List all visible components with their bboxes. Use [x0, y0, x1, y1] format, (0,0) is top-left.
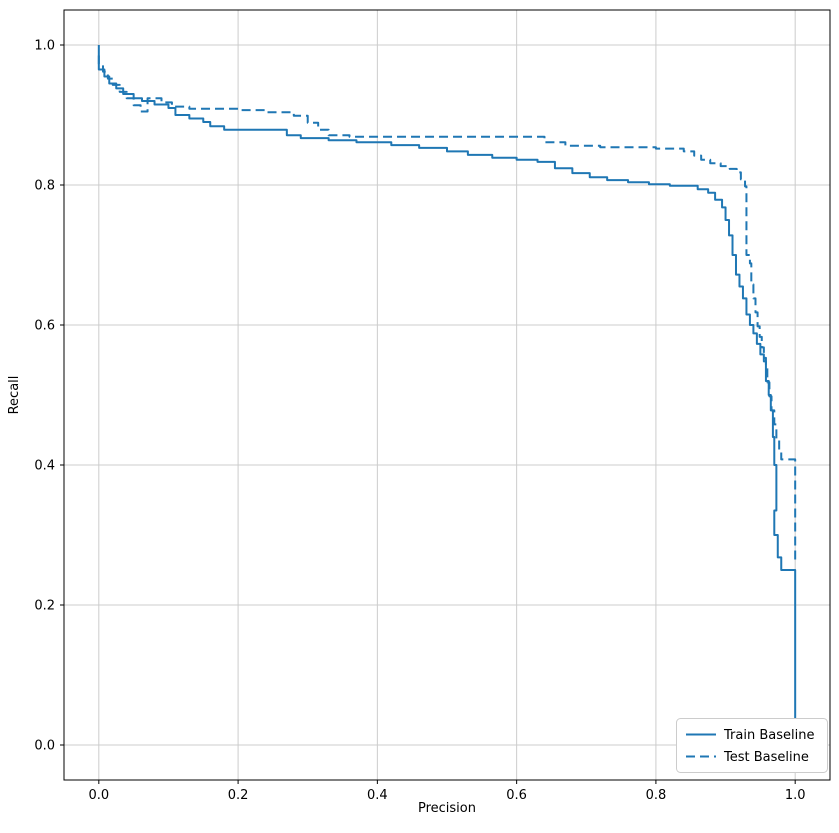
axis-ticks: 0.0 0.2 0.4 0.6 0.8 1.0 0.0 0.2 0.4 0.6 0.8 1.0: [34, 39, 805, 804]
y-tick-label: 0.4: [34, 459, 55, 474]
legend-label-test: Test Baseline: [723, 750, 809, 765]
legend-box: [676, 718, 828, 773]
x-tick-label: 0.6: [506, 788, 527, 803]
x-tick-label: 0.8: [646, 788, 667, 803]
y-tick-label: 0.0: [34, 739, 55, 754]
axes-frame: [63, 9, 831, 781]
legend-label-train: Train Baseline: [723, 728, 814, 743]
y-tick-label: 0.8: [34, 179, 55, 194]
x-tick-label: 0.2: [228, 788, 249, 803]
x-axis-label: Precision: [418, 801, 476, 816]
y-axis-label: Recall: [7, 376, 22, 415]
legend: Train Baseline Test Baseline: [676, 718, 828, 773]
test-baseline-curve: [97, 55, 797, 563]
x-tick-label: 1.0: [785, 788, 806, 803]
y-tick-label: 1.0: [34, 39, 55, 54]
y-tick-label: 0.2: [34, 599, 55, 614]
grid: [64, 10, 830, 780]
series-lines: [97, 45, 797, 724]
x-tick-label: 0.4: [367, 788, 388, 803]
train-baseline-curve: [97, 45, 797, 724]
x-tick-label: 0.0: [88, 788, 109, 803]
y-tick-label: 0.6: [34, 319, 55, 334]
